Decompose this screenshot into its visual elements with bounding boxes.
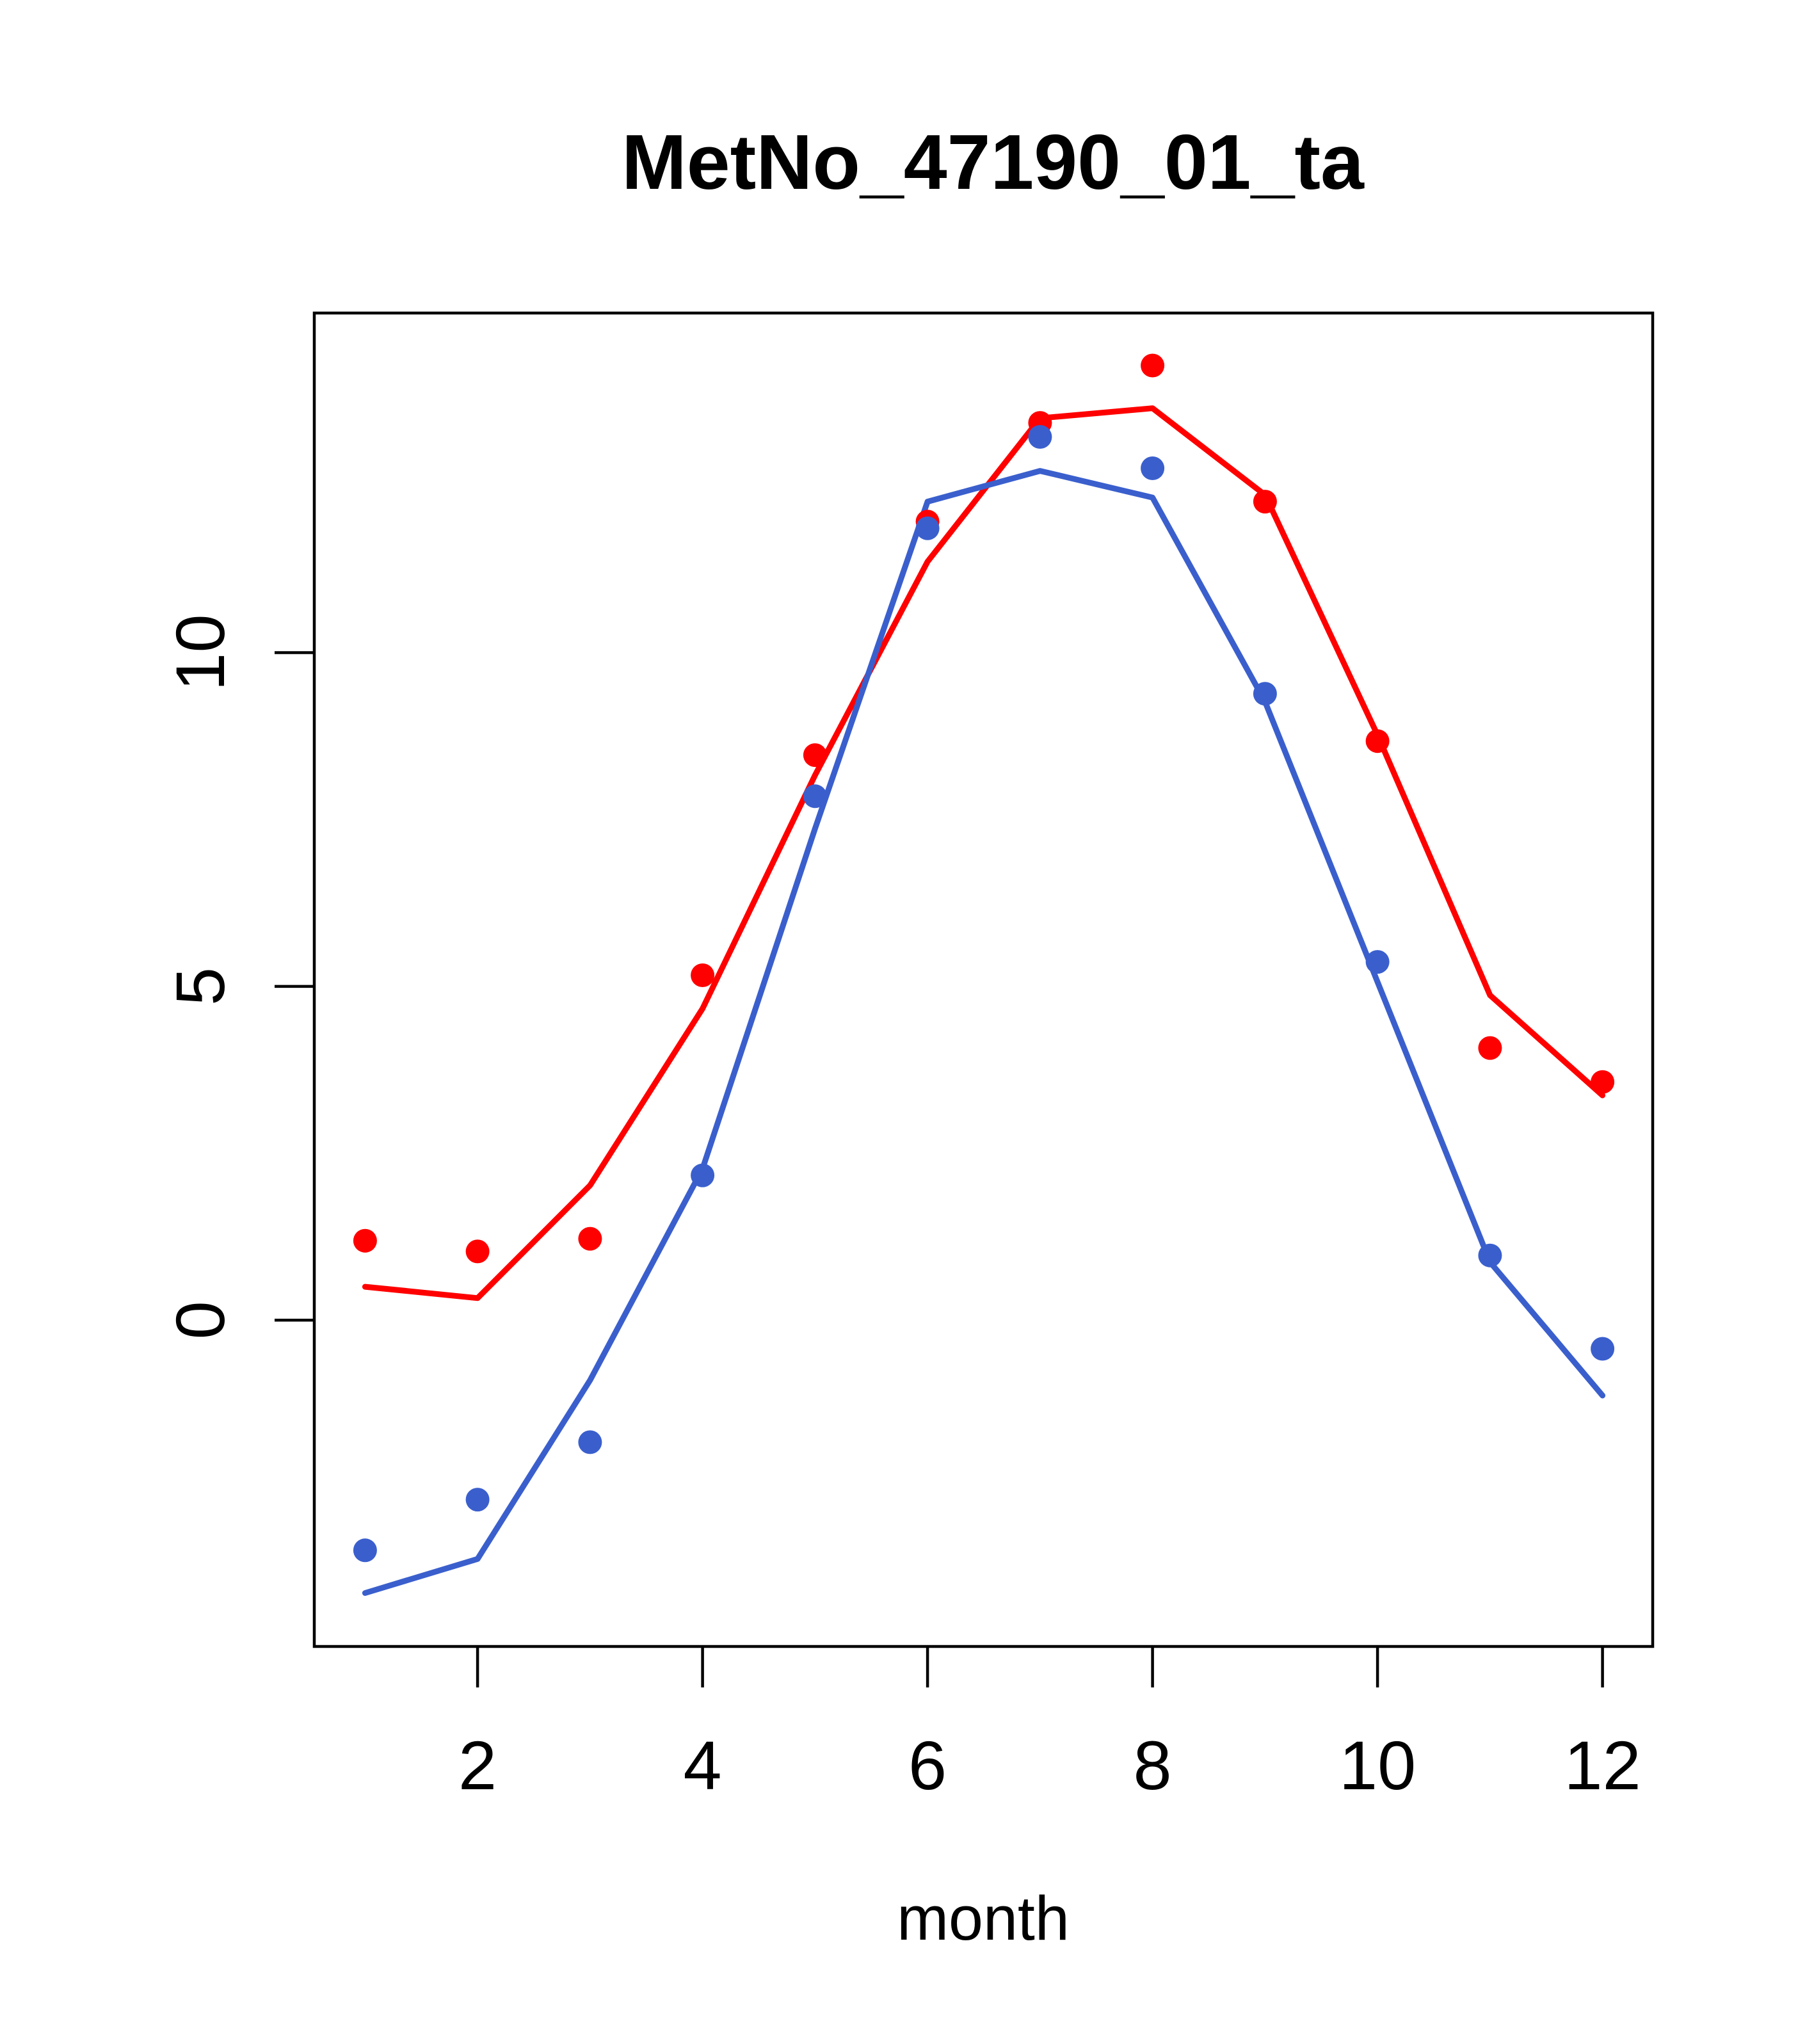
svg-text:12: 12 xyxy=(1564,1726,1641,1804)
svg-text:0: 0 xyxy=(161,1301,239,1339)
svg-text:10: 10 xyxy=(161,614,239,691)
svg-text:month: month xyxy=(897,1883,1070,1953)
svg-text:5: 5 xyxy=(161,967,239,1006)
svg-text:6: 6 xyxy=(908,1726,947,1804)
svg-text:8: 8 xyxy=(1134,1726,1172,1804)
svg-text:2: 2 xyxy=(458,1726,497,1804)
svg-text:4: 4 xyxy=(684,1726,722,1804)
svg-text:MetNo_47190_01_ta: MetNo_47190_01_ta xyxy=(622,118,1365,205)
svg-text:10: 10 xyxy=(1339,1726,1416,1804)
